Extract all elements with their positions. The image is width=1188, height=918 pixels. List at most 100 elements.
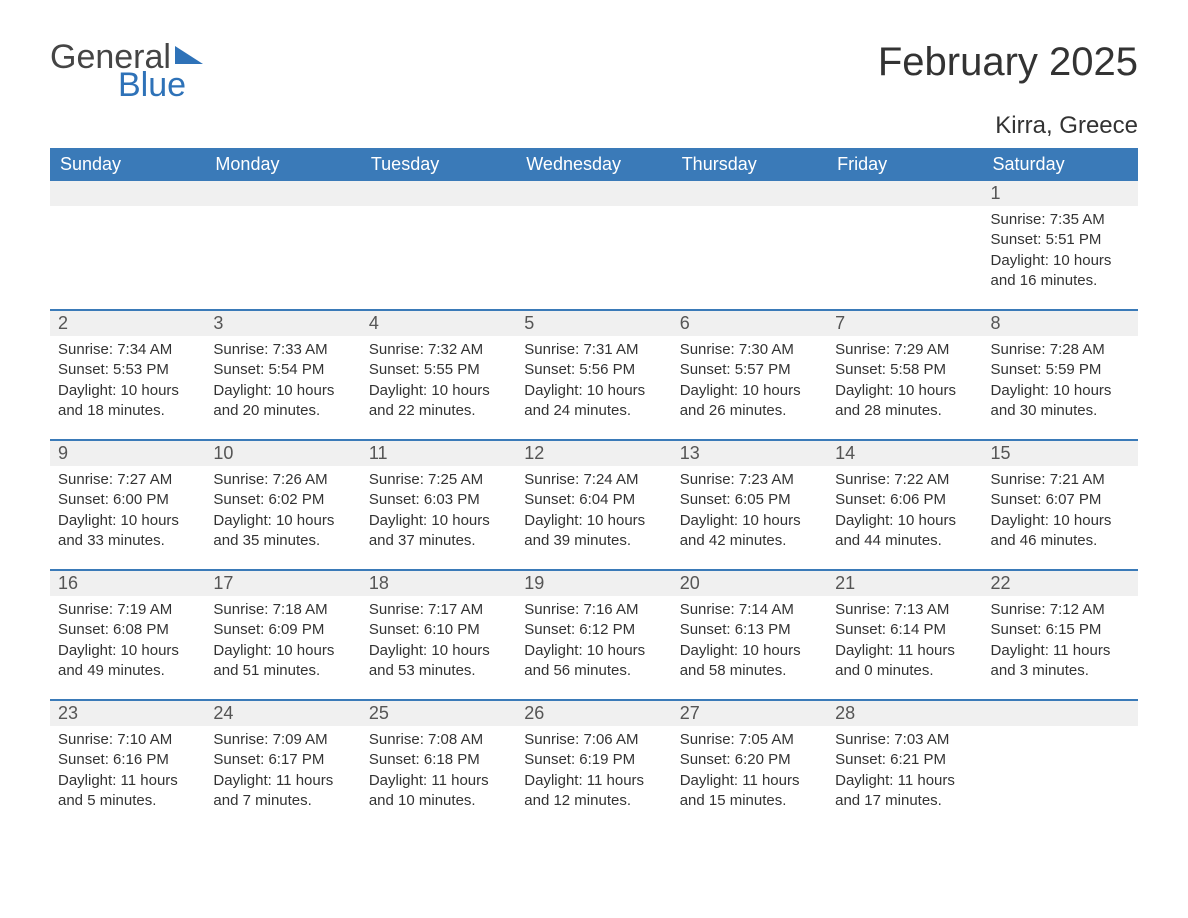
day-number: 16 (50, 571, 205, 596)
daylight2-text: and 35 minutes. (213, 531, 352, 551)
day-cell (516, 206, 671, 309)
daylight2-text: and 16 minutes. (991, 271, 1130, 291)
day-number: 11 (361, 441, 516, 466)
day-cell: Sunrise: 7:32 AMSunset: 5:55 PMDaylight:… (361, 336, 516, 439)
week-body: Sunrise: 7:27 AMSunset: 6:00 PMDaylight:… (50, 466, 1138, 569)
sunrise-text: Sunrise: 7:25 AM (369, 470, 508, 490)
day-number: 22 (983, 571, 1138, 596)
sunset-text: Sunset: 6:19 PM (524, 750, 663, 770)
day-cell: Sunrise: 7:17 AMSunset: 6:10 PMDaylight:… (361, 596, 516, 699)
daylight2-text: and 5 minutes. (58, 791, 197, 811)
day-number-band: 2345678 (50, 311, 1138, 336)
daylight2-text: and 26 minutes. (680, 401, 819, 421)
daylight1-text: Daylight: 10 hours (680, 511, 819, 531)
day-number: 10 (205, 441, 360, 466)
day-number-band: 232425262728 (50, 701, 1138, 726)
day-cell: Sunrise: 7:13 AMSunset: 6:14 PMDaylight:… (827, 596, 982, 699)
daylight1-text: Daylight: 10 hours (680, 641, 819, 661)
day-cell: Sunrise: 7:25 AMSunset: 6:03 PMDaylight:… (361, 466, 516, 569)
location-label: Kirra, Greece (50, 112, 1138, 140)
day-cell: Sunrise: 7:31 AMSunset: 5:56 PMDaylight:… (516, 336, 671, 439)
daylight1-text: Daylight: 11 hours (213, 771, 352, 791)
day-header: Wednesday (516, 148, 671, 181)
week: 1Sunrise: 7:35 AMSunset: 5:51 PMDaylight… (50, 181, 1138, 309)
day-cell: Sunrise: 7:08 AMSunset: 6:18 PMDaylight:… (361, 726, 516, 829)
calendar: Sunday Monday Tuesday Wednesday Thursday… (50, 148, 1138, 829)
sunrise-text: Sunrise: 7:10 AM (58, 730, 197, 750)
sunrise-text: Sunrise: 7:34 AM (58, 340, 197, 360)
sunset-text: Sunset: 6:21 PM (835, 750, 974, 770)
day-header: Friday (827, 148, 982, 181)
sunrise-text: Sunrise: 7:26 AM (213, 470, 352, 490)
daylight1-text: Daylight: 10 hours (369, 381, 508, 401)
day-cell: Sunrise: 7:19 AMSunset: 6:08 PMDaylight:… (50, 596, 205, 699)
daylight1-text: Daylight: 10 hours (58, 381, 197, 401)
day-number: 14 (827, 441, 982, 466)
day-cell: Sunrise: 7:06 AMSunset: 6:19 PMDaylight:… (516, 726, 671, 829)
day-cell: Sunrise: 7:23 AMSunset: 6:05 PMDaylight:… (672, 466, 827, 569)
day-header: Tuesday (361, 148, 516, 181)
daylight2-text: and 24 minutes. (524, 401, 663, 421)
sunrise-text: Sunrise: 7:31 AM (524, 340, 663, 360)
sunrise-text: Sunrise: 7:08 AM (369, 730, 508, 750)
daylight2-text: and 46 minutes. (991, 531, 1130, 551)
week-body: Sunrise: 7:19 AMSunset: 6:08 PMDaylight:… (50, 596, 1138, 699)
daylight2-text: and 20 minutes. (213, 401, 352, 421)
sunset-text: Sunset: 6:17 PM (213, 750, 352, 770)
logo: General Blue (50, 40, 203, 102)
sunset-text: Sunset: 5:56 PM (524, 360, 663, 380)
day-header: Sunday (50, 148, 205, 181)
sunset-text: Sunset: 5:57 PM (680, 360, 819, 380)
sunset-text: Sunset: 6:16 PM (58, 750, 197, 770)
daylight2-text: and 22 minutes. (369, 401, 508, 421)
day-cell: Sunrise: 7:14 AMSunset: 6:13 PMDaylight:… (672, 596, 827, 699)
sunrise-text: Sunrise: 7:23 AM (680, 470, 819, 490)
daylight1-text: Daylight: 10 hours (213, 641, 352, 661)
sunrise-text: Sunrise: 7:29 AM (835, 340, 974, 360)
sunset-text: Sunset: 6:15 PM (991, 620, 1130, 640)
sunrise-text: Sunrise: 7:13 AM (835, 600, 974, 620)
day-cell: Sunrise: 7:27 AMSunset: 6:00 PMDaylight:… (50, 466, 205, 569)
week-body: Sunrise: 7:35 AMSunset: 5:51 PMDaylight:… (50, 206, 1138, 309)
day-cell (827, 206, 982, 309)
daylight2-text: and 0 minutes. (835, 661, 974, 681)
daylight1-text: Daylight: 10 hours (680, 381, 819, 401)
daylight1-text: Daylight: 10 hours (369, 511, 508, 531)
day-cell (50, 206, 205, 309)
week-body: Sunrise: 7:34 AMSunset: 5:53 PMDaylight:… (50, 336, 1138, 439)
month-title: February 2025 (878, 40, 1138, 85)
day-number: 2 (50, 311, 205, 336)
sunset-text: Sunset: 5:59 PM (991, 360, 1130, 380)
daylight2-text: and 58 minutes. (680, 661, 819, 681)
sunrise-text: Sunrise: 7:12 AM (991, 600, 1130, 620)
daylight1-text: Daylight: 10 hours (213, 511, 352, 531)
daylight2-text: and 33 minutes. (58, 531, 197, 551)
day-number: 28 (827, 701, 982, 726)
day-header-row: Sunday Monday Tuesday Wednesday Thursday… (50, 148, 1138, 181)
day-number: 20 (672, 571, 827, 596)
day-cell: Sunrise: 7:21 AMSunset: 6:07 PMDaylight:… (983, 466, 1138, 569)
day-cell: Sunrise: 7:30 AMSunset: 5:57 PMDaylight:… (672, 336, 827, 439)
sunset-text: Sunset: 6:14 PM (835, 620, 974, 640)
daylight2-text: and 39 minutes. (524, 531, 663, 551)
daylight2-text: and 53 minutes. (369, 661, 508, 681)
day-cell: Sunrise: 7:28 AMSunset: 5:59 PMDaylight:… (983, 336, 1138, 439)
daylight1-text: Daylight: 10 hours (524, 511, 663, 531)
daylight1-text: Daylight: 10 hours (524, 641, 663, 661)
week: 2345678Sunrise: 7:34 AMSunset: 5:53 PMDa… (50, 309, 1138, 439)
sunset-text: Sunset: 6:09 PM (213, 620, 352, 640)
daylight2-text: and 56 minutes. (524, 661, 663, 681)
daylight2-text: and 3 minutes. (991, 661, 1130, 681)
day-number: 1 (983, 181, 1138, 206)
sunset-text: Sunset: 5:51 PM (991, 230, 1130, 250)
sunset-text: Sunset: 6:20 PM (680, 750, 819, 770)
daylight1-text: Daylight: 11 hours (835, 771, 974, 791)
sunrise-text: Sunrise: 7:17 AM (369, 600, 508, 620)
daylight2-text: and 28 minutes. (835, 401, 974, 421)
sunrise-text: Sunrise: 7:18 AM (213, 600, 352, 620)
sunrise-text: Sunrise: 7:21 AM (991, 470, 1130, 490)
daylight1-text: Daylight: 10 hours (835, 511, 974, 531)
sunrise-text: Sunrise: 7:22 AM (835, 470, 974, 490)
day-cell: Sunrise: 7:05 AMSunset: 6:20 PMDaylight:… (672, 726, 827, 829)
day-cell: Sunrise: 7:10 AMSunset: 6:16 PMDaylight:… (50, 726, 205, 829)
